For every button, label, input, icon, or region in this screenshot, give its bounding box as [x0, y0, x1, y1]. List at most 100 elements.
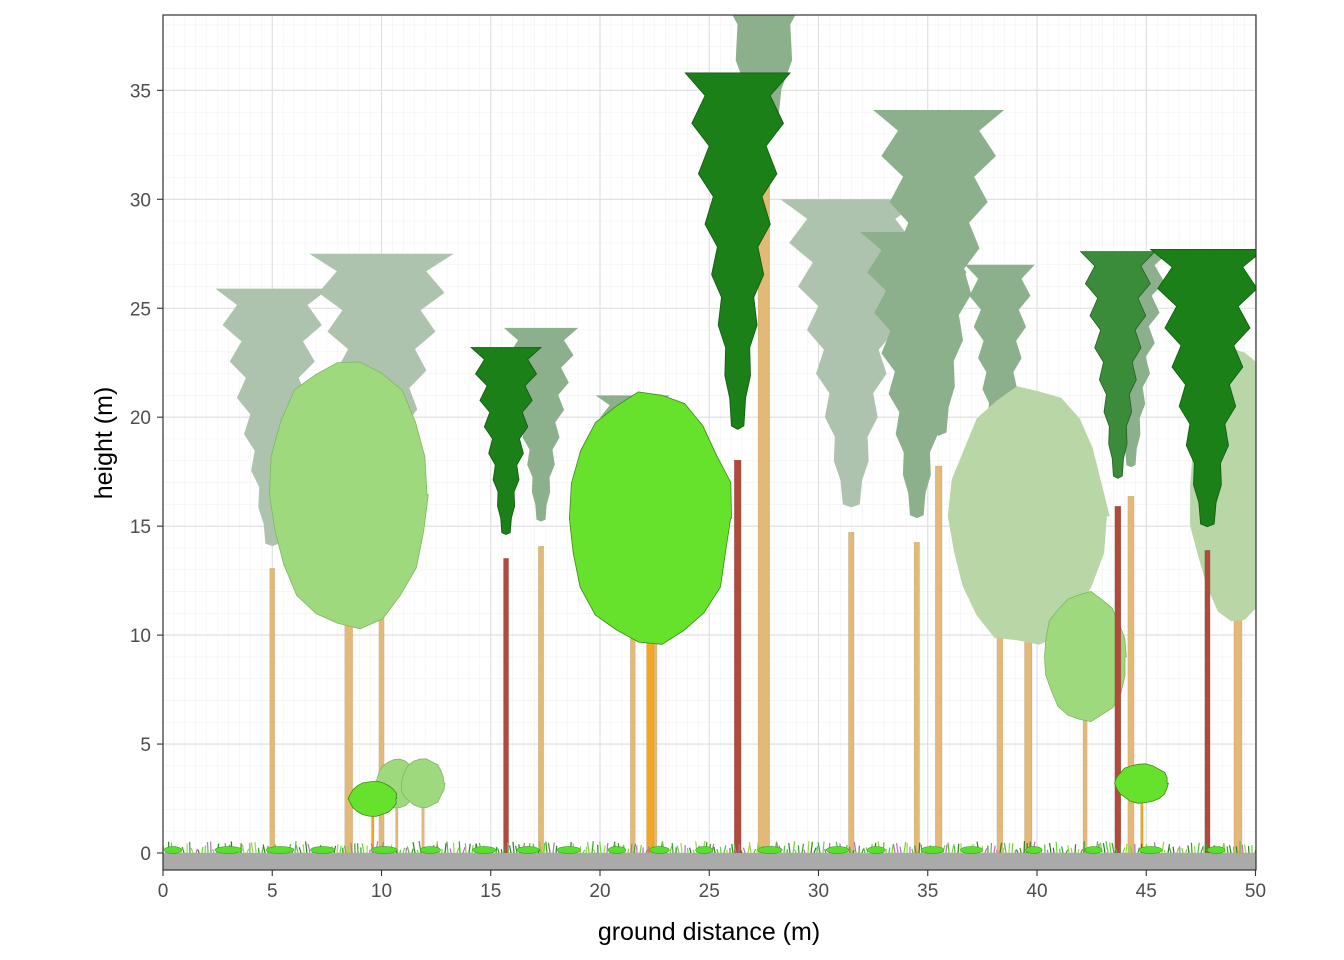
ground-vegetation	[294, 840, 297, 854]
x-tick-label: 0	[158, 881, 169, 902]
ground-vegetation	[1202, 845, 1205, 854]
conifer-crown	[470, 347, 543, 535]
ground-vegetation	[412, 842, 416, 854]
ground-vegetation	[914, 845, 917, 854]
ground-vegetation	[585, 846, 588, 854]
broadleaf-crown	[568, 391, 732, 645]
ground-vegetation	[740, 849, 743, 854]
ground-vegetation	[792, 841, 796, 854]
ground-vegetation	[250, 842, 254, 854]
x-tick-label: 40	[1026, 881, 1047, 902]
ground-vegetation	[1125, 843, 1128, 854]
ground-vegetation	[753, 848, 757, 854]
x-tick-label: 15	[480, 881, 501, 902]
ground-vegetation	[449, 848, 452, 854]
ground-shrub	[1206, 846, 1226, 854]
ground-vegetation	[295, 844, 299, 854]
ground-layer	[163, 840, 1256, 870]
ground-vegetation	[1205, 844, 1208, 854]
ground-vegetation	[545, 841, 548, 854]
x-tick-label: 30	[808, 881, 829, 902]
ground-vegetation	[748, 841, 752, 854]
ground-vegetation	[458, 841, 461, 854]
ground-vegetation	[1105, 841, 1109, 854]
ground-vegetation	[1243, 844, 1247, 854]
ground-vegetation	[1161, 841, 1165, 854]
ground-shrub	[472, 846, 497, 854]
ground-vegetation	[552, 842, 555, 854]
ground-vegetation	[686, 847, 689, 854]
ground-vegetation	[676, 845, 680, 854]
y-tick-label: 15	[130, 517, 151, 538]
conifer-crown	[873, 110, 1005, 436]
ground-shrub	[695, 846, 714, 854]
ground-vegetation	[719, 846, 722, 854]
ground-vegetation	[1055, 841, 1058, 854]
ground-shrub	[265, 846, 295, 854]
ground-vegetation	[406, 846, 410, 854]
ground-vegetation	[262, 844, 266, 854]
y-tick-label: 25	[130, 299, 151, 320]
x-tick-label: 50	[1245, 881, 1266, 902]
ground-vegetation	[1232, 846, 1235, 854]
ground-vegetation	[865, 847, 869, 854]
ground-band	[163, 853, 1256, 870]
ground-vegetation	[947, 842, 950, 854]
ground-vegetation	[603, 845, 606, 854]
ground-shrub	[867, 846, 886, 854]
ground-vegetation	[1080, 849, 1084, 854]
ground-vegetation	[211, 849, 215, 854]
ground-shrub	[164, 846, 182, 854]
ground-vegetation	[514, 845, 518, 854]
ground-vegetation	[1065, 849, 1069, 854]
conifer-crown	[215, 288, 330, 547]
ground-shrub	[607, 846, 627, 854]
y-tick-label: 0	[140, 844, 151, 865]
ground-vegetation	[462, 846, 466, 854]
ground-vegetation	[405, 847, 408, 854]
x-tick-label: 25	[699, 881, 720, 902]
ground-vegetation	[1163, 849, 1166, 854]
ground-vegetation	[547, 842, 551, 854]
ground-vegetation	[1122, 847, 1126, 854]
ground-vegetation	[591, 841, 594, 854]
conifer-crown	[1079, 251, 1156, 479]
plot-area	[163, 15, 1256, 870]
ground-vegetation	[339, 845, 342, 854]
tree-trunk	[848, 532, 855, 854]
conifer-crown	[964, 264, 1035, 485]
ground-vegetation	[204, 845, 207, 854]
ground-shrub	[214, 846, 243, 854]
ground-vegetation	[1247, 845, 1250, 854]
ground-vegetation	[468, 843, 471, 854]
ground-vegetation	[543, 842, 546, 854]
tree-trunk	[913, 542, 920, 854]
ground-vegetation	[1129, 845, 1133, 854]
ground-vegetation	[688, 847, 692, 854]
ground-vegetation	[446, 841, 449, 854]
ground-vegetation	[343, 845, 347, 854]
ground-vegetation	[918, 842, 921, 854]
ground-vegetation	[1102, 842, 1106, 854]
ground-vegetation	[1015, 849, 1019, 854]
ground-vegetation	[1127, 847, 1130, 854]
ground-vegetation	[444, 843, 447, 854]
ground-shrub	[1138, 846, 1163, 854]
broadleaf-crown	[1044, 591, 1127, 723]
ground-shrub	[370, 846, 398, 854]
ground-vegetation	[1168, 847, 1172, 854]
ground-vegetation	[471, 844, 474, 854]
tree-trunk	[503, 558, 509, 854]
y-tick-label: 30	[130, 190, 151, 211]
ground-vegetation	[630, 843, 633, 854]
x-axis-title: ground distance (m)	[598, 918, 820, 946]
ground-vegetation	[1074, 844, 1077, 854]
y-tick-label: 10	[130, 626, 151, 647]
ground-vegetation	[1052, 847, 1055, 854]
ground-vegetation	[1235, 846, 1238, 854]
ground-vegetation	[1114, 847, 1118, 854]
tree-trunk	[1204, 550, 1211, 854]
ground-vegetation	[853, 841, 857, 854]
ground-vegetation	[671, 843, 674, 854]
ground-vegetation	[1190, 842, 1193, 854]
